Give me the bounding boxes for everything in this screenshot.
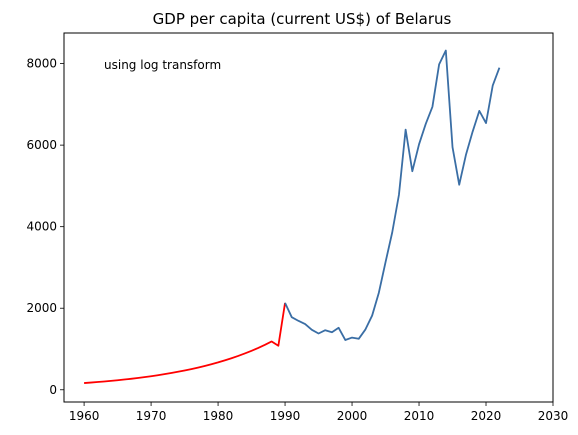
chart-title: GDP per capita (current US$) of Belarus [153, 10, 452, 28]
x-tick-label: 1960 [69, 409, 100, 423]
x-tick-label: 2030 [538, 409, 569, 423]
y-tick-label: 4000 [26, 220, 57, 234]
x-tick-label: 2010 [404, 409, 435, 423]
y-axis: 0 2000 4000 6000 8000 [26, 57, 64, 397]
annotation-text: using log transform [104, 58, 221, 72]
estimated-series-line [84, 302, 286, 384]
series-layer [84, 49, 501, 384]
x-axis: 1960 1970 1980 1990 2000 2010 2020 2030 [69, 402, 568, 423]
x-tick-label: 2000 [337, 409, 368, 423]
plot-area [63, 32, 554, 403]
observed-series-line [284, 49, 501, 341]
y-tick-label: 0 [49, 383, 57, 397]
x-tick-label: 2020 [471, 409, 502, 423]
y-tick-label: 2000 [26, 301, 57, 315]
x-tick-label: 1990 [270, 409, 301, 423]
x-tick-label: 1980 [203, 409, 234, 423]
x-tick-label: 1970 [136, 409, 167, 423]
y-tick-label: 8000 [26, 57, 57, 71]
y-tick-label: 6000 [26, 138, 57, 152]
